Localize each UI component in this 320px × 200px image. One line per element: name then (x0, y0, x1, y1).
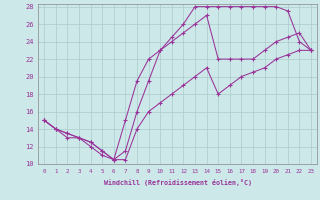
X-axis label: Windchill (Refroidissement éolien,°C): Windchill (Refroidissement éolien,°C) (104, 179, 252, 186)
